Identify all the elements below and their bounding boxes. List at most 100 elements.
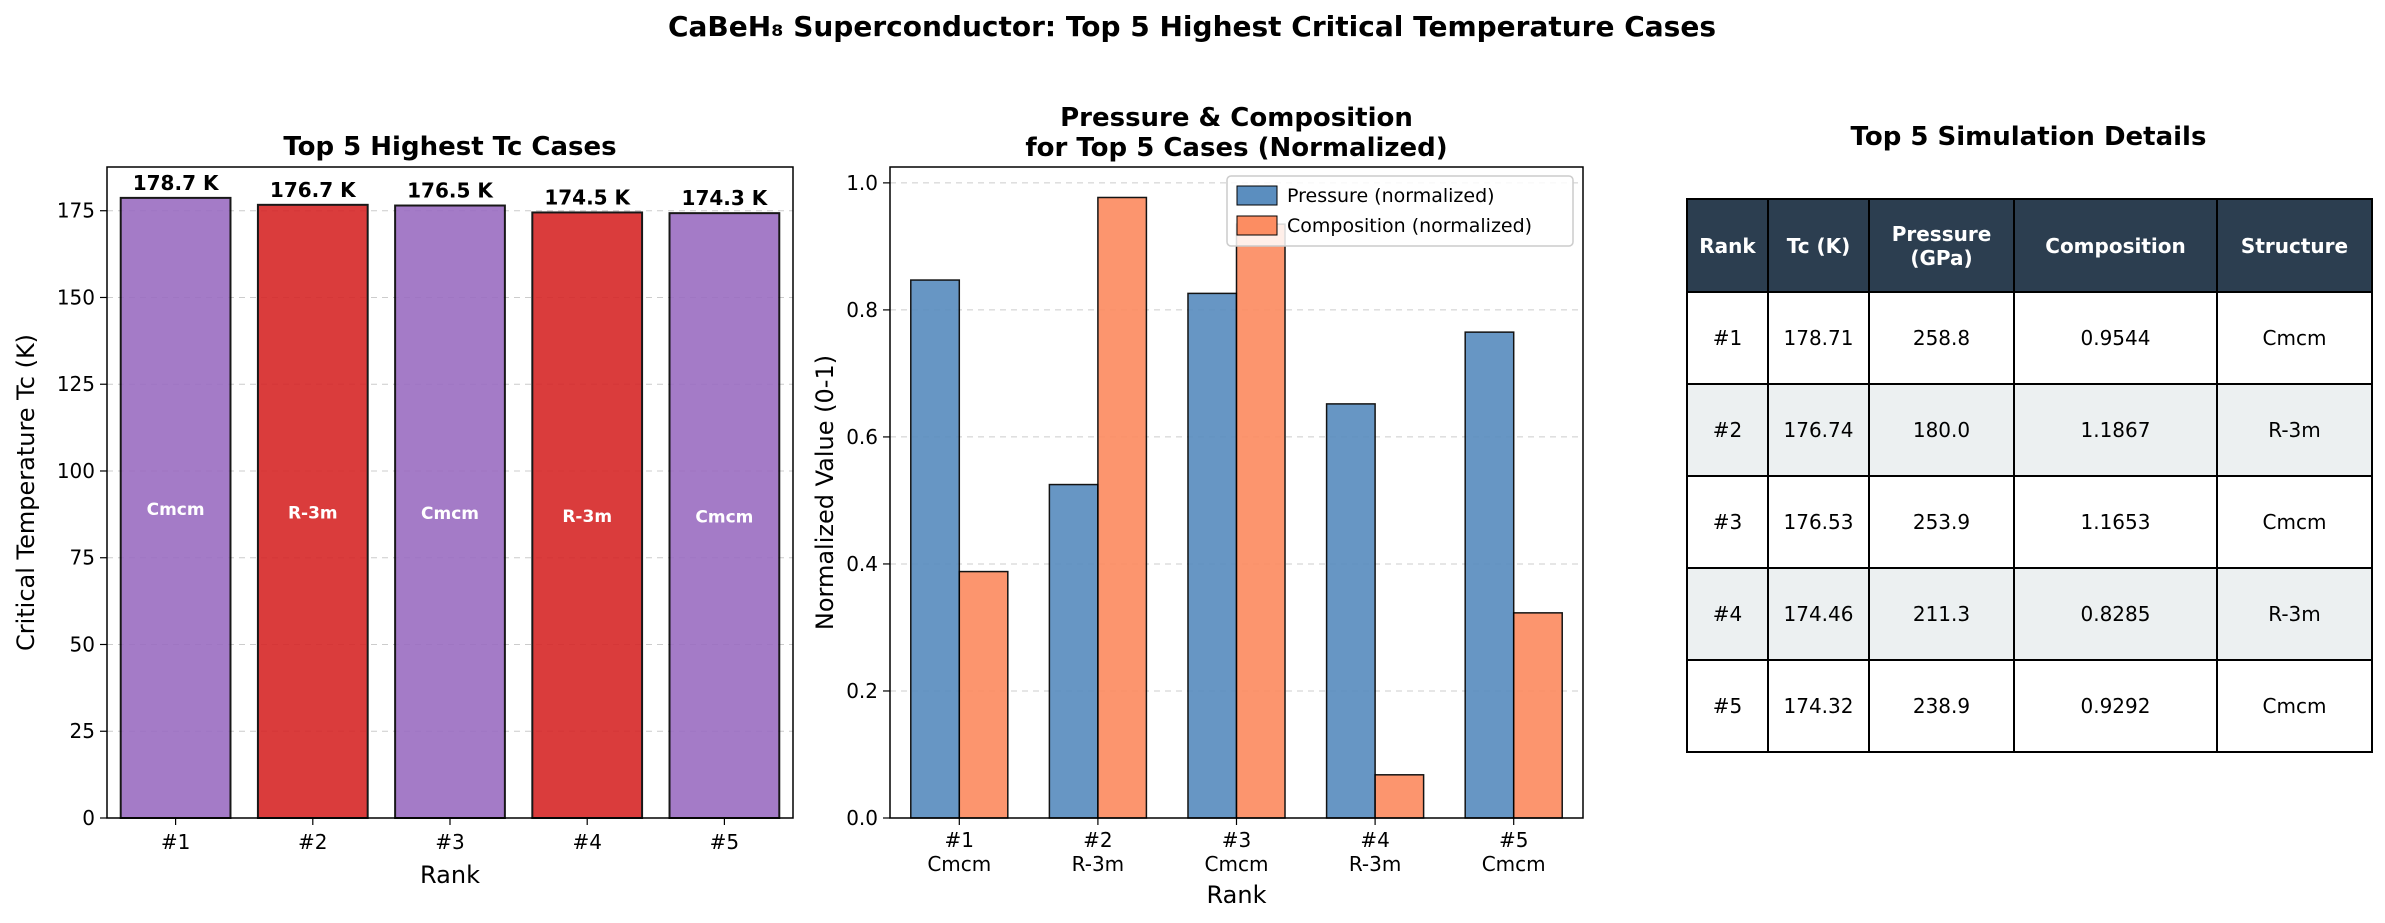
pressure-bar [1325,403,1376,819]
table-cell: #2 [1686,383,1769,477]
legend-box [1226,175,1574,247]
table-cell: 174.46 [1767,567,1870,661]
tc-bar-chart: 0 25 50 75 100 125 150 175 178.7 K Cmcm #1 176.7 K R… [12,132,794,889]
y-tick-label: 75 [70,546,95,570]
table-cell: 0.9292 [2013,659,2218,753]
table-cell: R-3m [2216,383,2373,477]
y-tick-label: 0.2 [846,679,878,703]
chart2-title-line2: for Top 5 Cases (Normalized) [1025,133,1447,163]
x-tick-label: #1 [161,830,190,854]
table-row: #1 178.71 258.8 0.9544 Cmcm [1686,291,2373,385]
structure-in-bar-label: Cmcm [147,500,205,520]
y-tick-label: 0.4 [846,552,878,576]
tc-bar [256,203,369,819]
table-column-header: Rank [1686,198,1769,293]
y-axis-label: Normalized Value (0-1) [811,355,839,630]
table-column-header: Pressure (GPa) [1868,198,2015,293]
table-cell: 211.3 [1868,567,2015,661]
legend-swatch-composition [1236,215,1278,236]
table-row: #5 174.32 238.9 0.9292 Cmcm [1686,659,2373,753]
table-cell: #1 [1686,291,1769,385]
table-cell: 178.71 [1767,291,1870,385]
tc-bar [394,204,506,819]
y-tick-label: 100 [57,459,95,483]
table-row: #4 174.46 211.3 0.8285 R-3m [1686,567,2373,661]
table-cell: #5 [1686,659,1769,753]
table-cell: 176.53 [1767,475,1870,569]
x-tick-label: #5 [710,830,739,854]
table-cell: #3 [1686,475,1769,569]
x-tick-label: #5 [1499,828,1528,852]
table-cell: Cmcm [2216,475,2373,569]
y-tick-label: 50 [70,632,95,656]
y-tick-label: 125 [57,372,95,396]
table-title: Top 5 Simulation Details [1850,122,2207,152]
table-cell: #4 [1686,567,1769,661]
suptitle: CaBeH₈ Superconductor: Top 5 Highest Cri… [668,10,1716,43]
x-tick-label: #2 [1083,828,1112,852]
tc-bar [531,211,644,819]
structure-in-bar-label: Cmcm [421,504,479,524]
table-cell: 253.9 [1868,475,2015,569]
x-tick-label: #2 [298,830,327,854]
table-cell: 258.8 [1868,291,2015,385]
y-tick-label: 0.0 [846,806,878,830]
y-tick-label: 25 [70,719,95,743]
x-tick-sublabel: R-3m [1072,852,1125,876]
x-tick-sublabel: Cmcm [927,852,991,876]
composition-bar [1235,223,1286,819]
legend: Pressure (normalized) Composition (normal… [1226,175,1574,247]
pressure-bar [1464,331,1515,819]
chart1-title: Top 5 Highest Tc Cases [283,132,616,162]
legend-entry: Pressure (normalized) [1287,185,1495,207]
composition-bar [1374,774,1425,819]
tc-bar [119,196,232,819]
table-cell: 180.0 [1868,383,2015,477]
x-tick-label: #4 [572,830,601,854]
table-body: #1 178.71 258.8 0.9544 Cmcm #2 176.74 180.0 1.18… [1686,291,2373,753]
composition-bar [1097,196,1148,819]
tc-data-label: 176.5 K [407,179,494,203]
simulation-details-table: Rank Tc (K) Pressure (GPa) Composition Struct… [1686,198,2373,753]
tc-data-label: 174.5 K [544,185,631,209]
tc-bar [668,212,781,819]
pressure-bar [1048,483,1099,819]
table-cell: 0.8285 [2013,567,2218,661]
table-cell: 1.1653 [2013,475,2218,569]
tc-data-label: 178.7 K [133,171,220,195]
pressure-bar [910,279,961,819]
tc-data-label: 176.7 K [270,178,357,202]
x-axis-label: Rank [1207,881,1267,909]
table-column-header: Composition [2013,198,2218,293]
x-axis-label: Rank [420,861,480,889]
y-tick-label: 0.8 [846,298,878,322]
structure-in-bar-label: R-3m [562,507,612,527]
table-cell: 1.1867 [2013,383,2218,477]
y-axis-label: Critical Temperature Tc (K) [12,334,40,651]
tc-data-label: 174.3 K [682,186,769,210]
table-cell: 0.9544 [2013,291,2218,385]
pressure-bar [1187,292,1238,819]
legend-swatch-pressure [1236,185,1278,206]
table-column-header: Structure [2216,198,2373,293]
x-tick-label: #3 [1222,828,1251,852]
table-cell: Cmcm [2216,291,2373,385]
x-tick-sublabel: Cmcm [1482,852,1546,876]
composition-bar [958,570,1009,819]
y-tick-label: 175 [57,199,95,223]
x-tick-label: #3 [435,830,464,854]
y-tick-label: 150 [57,285,95,309]
y-tick-label: 1.0 [846,171,878,195]
table-column-header: Tc (K) [1767,198,1870,293]
structure-in-bar-label: Cmcm [695,508,753,528]
table-row: #2 176.74 180.0 1.1867 R-3m [1686,383,2373,477]
table-cell: 176.74 [1767,383,1870,477]
composition-bar [1512,612,1563,819]
x-tick-sublabel: Cmcm [1205,852,1269,876]
table-cell: 174.32 [1767,659,1870,753]
table-header-row: Rank Tc (K) Pressure (GPa) Composition Struct… [1686,198,2373,293]
table-row: #3 176.53 253.9 1.1653 Cmcm [1686,475,2373,569]
plot-frame [106,166,794,819]
y-tick-label: 0.6 [846,425,878,449]
